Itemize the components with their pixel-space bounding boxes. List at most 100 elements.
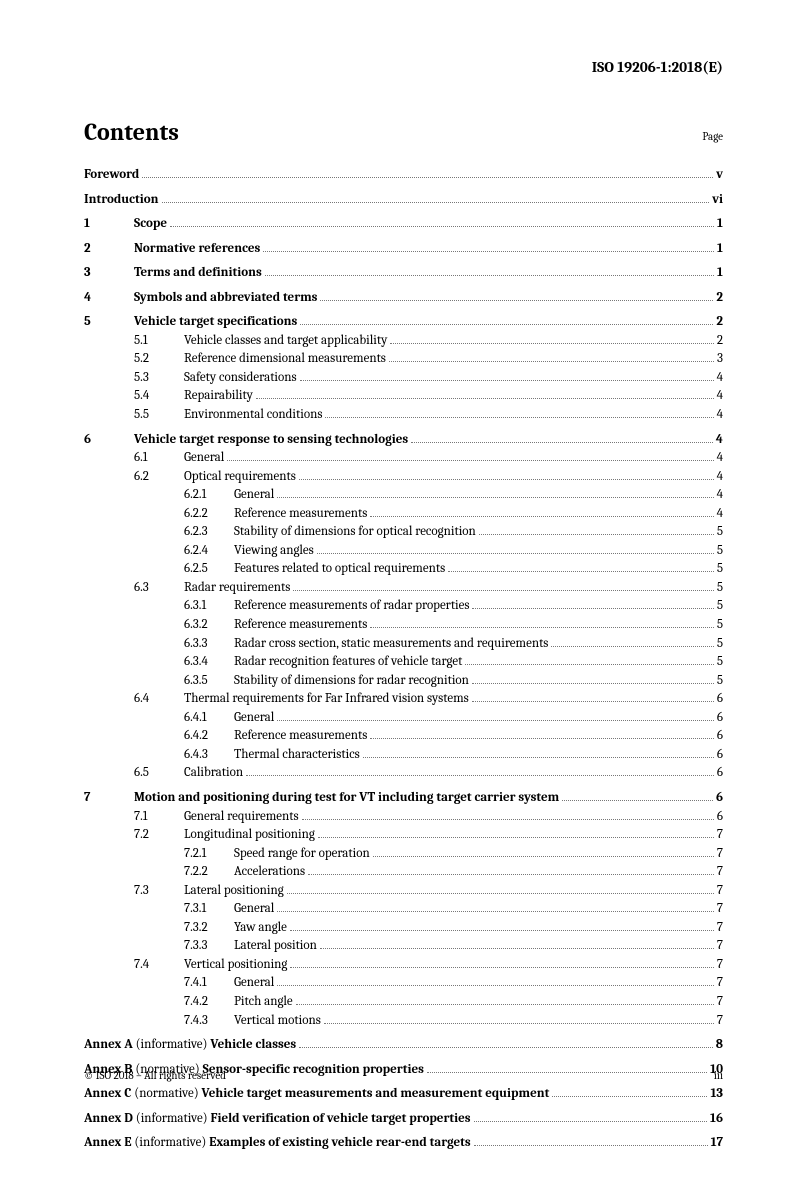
toc-entry[interactable]: 7.4.2Pitch angle7 xyxy=(84,993,723,1011)
annex-prefix: Annex C xyxy=(84,1086,131,1101)
toc-entry[interactable]: 1Scope1 xyxy=(84,215,723,233)
toc-leader-dots xyxy=(277,720,714,721)
toc-entry[interactable]: 5.3Safety considerations4 xyxy=(84,369,723,387)
annex-title: Examples of existing vehicle rear-end ta… xyxy=(209,1135,471,1150)
toc-leader-dots xyxy=(472,608,713,609)
toc-entry-page: 1 xyxy=(717,240,723,258)
toc-entry[interactable]: 6.4.2Reference measurements6 xyxy=(84,727,723,745)
toc-entry[interactable]: 6.2.4Viewing angles5 xyxy=(84,542,723,560)
toc-entry-number: 6.3 xyxy=(134,579,184,597)
toc-entry[interactable]: 6.2.2Reference measurements4 xyxy=(84,505,723,523)
annex-entry-page: 8 xyxy=(716,1036,723,1054)
toc-entry-page: 4 xyxy=(717,486,723,504)
toc-entry[interactable]: 6.5Calibration6 xyxy=(84,764,723,782)
annex-entry[interactable]: Annex A (informative) Vehicle classes8 xyxy=(84,1036,723,1054)
toc-entry[interactable]: 6.2Optical requirements4 xyxy=(84,468,723,486)
toc-entry-number: 5.4 xyxy=(134,387,184,405)
toc-leader-dots xyxy=(562,800,713,801)
toc-entry-number: 5.5 xyxy=(134,406,184,424)
toc-entry[interactable]: 5.5Environmental conditions4 xyxy=(84,406,723,424)
toc-entry-number: 3 xyxy=(84,264,134,282)
toc-entry[interactable]: 6.4Thermal requirements for Far Infrared… xyxy=(84,690,723,708)
toc-entry[interactable]: 6.2.5Features related to optical require… xyxy=(84,560,723,578)
toc-entry-number: 6.3.1 xyxy=(184,597,234,615)
toc-entry-label: Radar requirements xyxy=(184,579,290,597)
toc-leader-dots xyxy=(552,1096,707,1097)
toc-entry-label: Vehicle classes and target applicability xyxy=(184,332,387,350)
toc-entry[interactable]: 7.4.1General7 xyxy=(84,974,723,992)
toc-leader-dots xyxy=(290,930,714,931)
toc-entry[interactable]: 7.4Vertical positioning7 xyxy=(84,956,723,974)
toc-entry-page: 4 xyxy=(717,369,723,387)
annex-entry[interactable]: Annex E (informative) Examples of existi… xyxy=(84,1134,723,1152)
toc-entry-number: 6.2.3 xyxy=(184,523,234,541)
toc-entry[interactable]: 7.3.2Yaw angle7 xyxy=(84,919,723,937)
toc-entry[interactable]: 7.1General requirements6 xyxy=(84,808,723,826)
toc-entry[interactable]: 6.3.3Radar cross section, static measure… xyxy=(84,635,723,653)
toc-entry-label: Speed range for operation xyxy=(234,845,370,863)
toc-entry-label: Viewing angles xyxy=(234,542,314,560)
toc-entry[interactable]: 5.1Vehicle classes and target applicabil… xyxy=(84,332,723,350)
toc-entry-label: Radar recognition features of vehicle ta… xyxy=(234,653,462,671)
toc-entry-page: 7 xyxy=(717,956,723,974)
toc-entry[interactable]: 2Normative references1 xyxy=(84,240,723,258)
toc-entry[interactable]: 6.3Radar requirements5 xyxy=(84,579,723,597)
annex-type: (informative) xyxy=(134,1135,209,1150)
toc-entry[interactable]: 6.3.2Reference measurements5 xyxy=(84,616,723,634)
toc-entry[interactable]: 6.4.3Thermal characteristics6 xyxy=(84,746,723,764)
toc-entry-label: Repairability xyxy=(184,387,253,405)
toc-entry[interactable]: 7.3.1General7 xyxy=(84,900,723,918)
toc-entry-label: General requirements xyxy=(184,808,299,826)
toc-entry[interactable]: 3Terms and definitions1 xyxy=(84,264,723,282)
toc-entry[interactable]: 6Vehicle target response to sensing tech… xyxy=(84,431,723,449)
toc-entry-number: 6.3.5 xyxy=(184,672,234,690)
toc-entry[interactable]: 6.2.3Stability of dimensions for optical… xyxy=(84,523,723,541)
annex-entry[interactable]: Annex C (normative) Vehicle target measu… xyxy=(84,1085,723,1103)
toc-entry[interactable]: 7.4.3Vertical motions7 xyxy=(84,1012,723,1030)
toc-leader-dots xyxy=(472,683,714,684)
toc-entry-number: 4 xyxy=(84,289,134,307)
toc-entry[interactable]: 7.3.3Lateral position7 xyxy=(84,937,723,955)
toc-entry[interactable]: 6.1General4 xyxy=(84,449,723,467)
toc-entry[interactable]: 7Motion and positioning during test for … xyxy=(84,789,723,807)
toc-entry[interactable]: 7.2Longitudinal positioning7 xyxy=(84,826,723,844)
toc-entry-number: 6.2.5 xyxy=(184,560,234,578)
title-row: Contents Page xyxy=(84,118,723,146)
toc-entry-label: Terms and definitions xyxy=(134,264,262,282)
toc-entry-number: 7.3 xyxy=(134,882,184,900)
toc-entry[interactable]: 6.3.1Reference measurements of radar pro… xyxy=(84,597,723,615)
annex-entry-page: 17 xyxy=(711,1134,723,1152)
toc-entry-label: Lateral positioning xyxy=(184,882,284,900)
toc-entry[interactable]: 4Symbols and abbreviated terms2 xyxy=(84,289,723,307)
toc-entry[interactable]: Forewordv xyxy=(84,166,723,184)
toc-entry[interactable]: 6.3.5Stability of dimensions for radar r… xyxy=(84,672,723,690)
toc-entry[interactable]: 5.4Repairability 4 xyxy=(84,387,723,405)
toc-entry-label: Introduction xyxy=(84,191,159,209)
toc-entry[interactable]: Introductionvi xyxy=(84,191,723,209)
annex-type: (informative) xyxy=(136,1111,211,1126)
toc-entry[interactable]: 7.2.2Accelerations7 xyxy=(84,863,723,881)
toc-entry[interactable]: 5Vehicle target specifications2 xyxy=(84,313,723,331)
toc-entry[interactable]: 7.2.1Speed range for operation7 xyxy=(84,845,723,863)
toc-entry-number: 6.3.4 xyxy=(184,653,234,671)
toc-leader-dots xyxy=(389,361,714,362)
toc-leader-dots xyxy=(448,571,714,572)
toc-entry-page: 4 xyxy=(717,387,723,405)
toc-entry-page: 1 xyxy=(717,215,723,233)
annex-prefix: Annex D xyxy=(84,1111,133,1126)
toc-entry[interactable]: 6.2.1General4 xyxy=(84,486,723,504)
toc-entry-number: 6.2.4 xyxy=(184,542,234,560)
toc-leader-dots xyxy=(256,398,714,399)
toc-entry[interactable]: 6.3.4Radar recognition features of vehic… xyxy=(84,653,723,671)
toc-leader-dots xyxy=(246,775,714,776)
toc-entry[interactable]: 7.3Lateral positioning7 xyxy=(84,882,723,900)
toc-entry[interactable]: 6.4.1General6 xyxy=(84,709,723,727)
toc-entry-page: 6 xyxy=(717,764,723,782)
toc-entry[interactable]: 5.2Reference dimensional measurements3 xyxy=(84,350,723,368)
toc-leader-dots xyxy=(300,380,714,381)
toc-entry-label: Reference measurements xyxy=(234,616,367,634)
toc-entry-page: 3 xyxy=(717,350,723,368)
toc-entry-page: 5 xyxy=(717,653,723,671)
annex-entry[interactable]: Annex D (informative) Field verification… xyxy=(84,1110,723,1128)
toc-entry-label: Vertical motions xyxy=(234,1012,321,1030)
